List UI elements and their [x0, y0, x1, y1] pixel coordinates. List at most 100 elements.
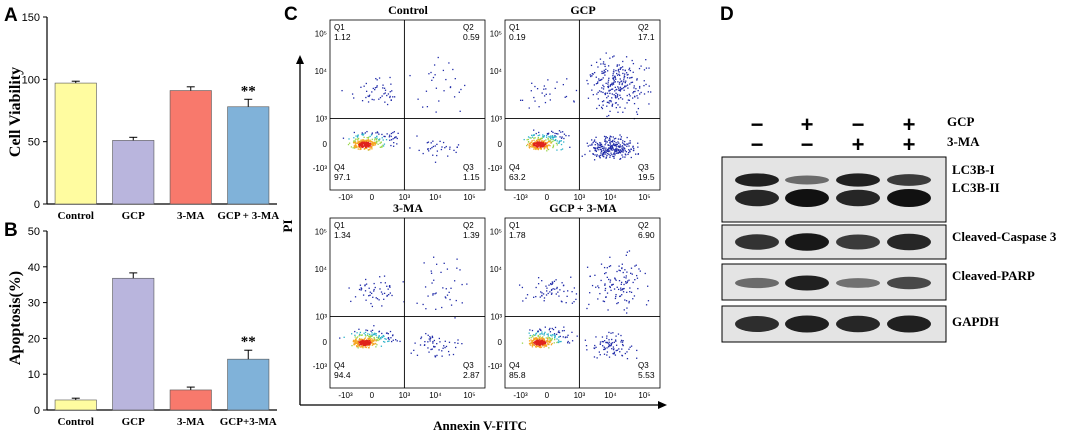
event-dot [383, 93, 385, 95]
event-dot [626, 312, 628, 314]
event-dot [614, 95, 617, 97]
event-dot [594, 274, 596, 276]
event-dot [594, 147, 596, 150]
treatment-label: GCP [947, 114, 975, 129]
quadrant-percentage: 19.5 [638, 172, 655, 182]
event-dot [343, 336, 345, 338]
event-dot [543, 95, 546, 97]
event-dot [442, 347, 444, 349]
event-dot [383, 335, 385, 338]
event-dot [625, 254, 627, 256]
event-dot [632, 145, 634, 147]
event-dot [545, 136, 548, 138]
event-dot [573, 101, 575, 103]
event-dot [445, 78, 447, 81]
bar [54, 399, 97, 411]
event-dot [610, 140, 613, 143]
event-dot [601, 147, 604, 149]
quadrant-label: Q3 [638, 163, 649, 172]
event-dot [436, 150, 439, 152]
event-dot [606, 341, 608, 344]
event-dot [606, 276, 608, 279]
event-dot [628, 149, 630, 151]
event-dot [356, 135, 359, 137]
event-dot [367, 95, 369, 97]
event-dot [550, 283, 552, 286]
event-dot [566, 342, 569, 344]
event-dot [604, 140, 606, 142]
event-dot [615, 349, 617, 352]
event-dot [626, 84, 629, 86]
event-dot [635, 111, 638, 113]
event-dot [626, 94, 628, 97]
event-dot [607, 86, 610, 89]
event-dot [618, 73, 620, 75]
event-dot [393, 131, 395, 133]
event-dot [619, 295, 621, 298]
event-dot [448, 62, 450, 64]
event-dot [615, 148, 617, 150]
event-dot [619, 68, 621, 71]
quadrant-percentage: 63.2 [509, 172, 526, 182]
event-dot [366, 329, 369, 332]
event-dot [591, 143, 593, 145]
event-dot [619, 351, 621, 353]
event-dot [547, 336, 549, 339]
event-dot [352, 147, 354, 149]
event-dot [598, 90, 601, 92]
event-dot [622, 344, 624, 347]
event-dot [537, 330, 539, 332]
event-dot [549, 338, 552, 340]
event-dot [364, 146, 367, 148]
event-dot [604, 149, 607, 151]
event-dot [363, 344, 366, 347]
event-dot [543, 338, 545, 340]
x-tick-label: 0 [370, 193, 375, 202]
event-dot [600, 148, 602, 151]
event-dot [565, 95, 568, 98]
event-dot [637, 89, 639, 92]
plot-frame [504, 217, 661, 389]
event-dot [628, 68, 630, 71]
event-dot [608, 100, 611, 102]
event-dot [432, 340, 434, 343]
event-dot [598, 146, 600, 149]
y-tick-label: 0 [323, 338, 328, 347]
event-dot [427, 148, 429, 151]
event-dot [455, 299, 457, 302]
event-dot [533, 144, 535, 147]
event-dot [424, 286, 427, 288]
plot-title: 3-MA [393, 201, 423, 215]
event-dot [616, 302, 618, 305]
event-dot [621, 289, 623, 291]
event-dot [587, 145, 589, 147]
event-dot [441, 146, 443, 148]
event-dot [535, 338, 537, 340]
event-dot [623, 79, 625, 81]
event-dot [535, 344, 538, 346]
event-dot [625, 151, 628, 153]
quadrant-percentage: 17.1 [638, 32, 655, 42]
event-dot [458, 91, 460, 93]
event-dot [556, 140, 558, 142]
event-dot [387, 288, 389, 290]
event-dot [371, 339, 374, 341]
event-dot [382, 139, 384, 141]
event-dot [367, 146, 369, 148]
event-dot [606, 97, 608, 99]
event-dot [541, 137, 543, 140]
event-dot [613, 94, 615, 96]
event-dot [464, 84, 466, 87]
event-dot [361, 100, 364, 102]
event-dot [368, 343, 370, 346]
event-dot [605, 68, 607, 71]
event-dot [397, 132, 399, 135]
event-dot [461, 302, 463, 304]
event-dot [534, 141, 536, 143]
event-dot [529, 145, 531, 147]
event-dot [361, 144, 363, 146]
event-dot [438, 100, 440, 102]
y-tick-label: 0 [34, 199, 40, 211]
event-dot [563, 326, 565, 328]
